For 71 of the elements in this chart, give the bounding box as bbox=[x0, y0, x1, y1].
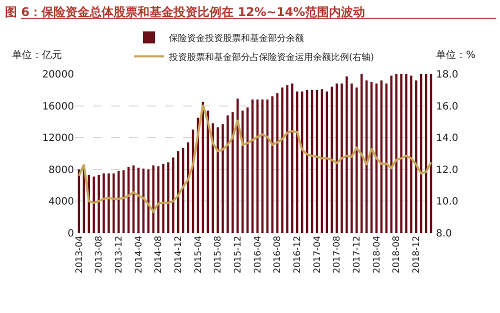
bar bbox=[356, 88, 358, 233]
x-tick-label: 2017-12 bbox=[352, 236, 363, 274]
bar bbox=[177, 151, 180, 233]
bar bbox=[405, 74, 408, 233]
bar bbox=[112, 173, 115, 233]
legend-label: 投资股票和基金部分占保险资金运用余额比例(右轴) bbox=[168, 52, 374, 63]
bar bbox=[350, 84, 353, 233]
bar bbox=[346, 76, 348, 233]
bar bbox=[330, 86, 333, 233]
x-tick-label: 2016-12 bbox=[293, 236, 304, 274]
bar bbox=[102, 173, 105, 233]
bar bbox=[226, 115, 229, 233]
y-axis-title: 单位：亿元 bbox=[12, 49, 62, 61]
x-tick-label: 2013-12 bbox=[114, 236, 125, 274]
x-tick-label: 2014-08 bbox=[154, 236, 164, 274]
bar bbox=[271, 96, 274, 233]
y2-tick-label: 14.0 bbox=[436, 133, 458, 144]
x-tick-label: 2013-08 bbox=[94, 236, 105, 274]
bar bbox=[281, 88, 284, 233]
x-tick-label: 2015-12 bbox=[234, 236, 244, 274]
y2-tick-label: 18.0 bbox=[436, 70, 458, 80]
bar bbox=[400, 74, 402, 233]
bar bbox=[296, 91, 298, 233]
line-series bbox=[78, 104, 432, 213]
x-tick-label: 2014-04 bbox=[134, 236, 144, 274]
bar bbox=[291, 84, 294, 233]
x-tick-label: 2014-12 bbox=[174, 236, 184, 274]
x-tick-label: 2017-08 bbox=[332, 236, 343, 274]
y2-tick-label: 12.0 bbox=[436, 164, 458, 176]
y-tick-label: 8000 bbox=[48, 164, 74, 176]
x-tick-label: 2018-12 bbox=[412, 236, 422, 274]
bar bbox=[236, 98, 239, 233]
x-tick-label: 2015-04 bbox=[194, 236, 204, 274]
bar bbox=[410, 76, 412, 233]
y-tick-label: 4000 bbox=[48, 196, 74, 208]
bar bbox=[286, 85, 288, 233]
bar bbox=[167, 162, 170, 233]
x-tick-label: 2013-04 bbox=[74, 236, 85, 274]
x-tick-label: 2016-04 bbox=[253, 236, 264, 274]
x-tick-label: 2018-08 bbox=[392, 236, 402, 274]
bar bbox=[157, 166, 160, 233]
bar bbox=[276, 93, 278, 233]
bar bbox=[212, 123, 214, 233]
chart-title: 图 6：保险资金总体股票和基金投资比例在 12%~14%范围内波动 bbox=[5, 5, 366, 20]
bar bbox=[232, 112, 234, 233]
legend-label: 保险资金投资股票和基金部分余额 bbox=[169, 32, 304, 44]
bar bbox=[152, 165, 154, 233]
y-tick-label: 12000 bbox=[42, 133, 74, 144]
y-tick-label: 0 bbox=[68, 228, 74, 240]
bar bbox=[108, 173, 110, 233]
bar bbox=[340, 84, 343, 233]
bar bbox=[336, 84, 338, 233]
bar bbox=[118, 170, 120, 233]
bar bbox=[216, 127, 219, 233]
y-tick-label: 16000 bbox=[42, 101, 74, 112]
y2-axis-title: 单位：% bbox=[436, 49, 476, 61]
y-tick-label: 20000 bbox=[42, 70, 74, 80]
y2-tick-label: 10.0 bbox=[436, 196, 458, 208]
bar bbox=[222, 124, 224, 233]
bar bbox=[98, 174, 100, 233]
x-tick-label: 2016-08 bbox=[273, 236, 284, 274]
bar bbox=[92, 176, 95, 233]
y2-tick-label: 16.0 bbox=[436, 101, 458, 112]
x-tick-label: 2017-04 bbox=[312, 236, 323, 274]
x-tick-label: 2018-04 bbox=[372, 236, 382, 274]
bar bbox=[415, 80, 418, 233]
bar bbox=[395, 74, 398, 233]
bar bbox=[172, 157, 174, 233]
y2-tick-label: 8.0 bbox=[436, 228, 452, 240]
x-tick-label: 2015-08 bbox=[214, 236, 224, 274]
bar bbox=[162, 164, 164, 233]
